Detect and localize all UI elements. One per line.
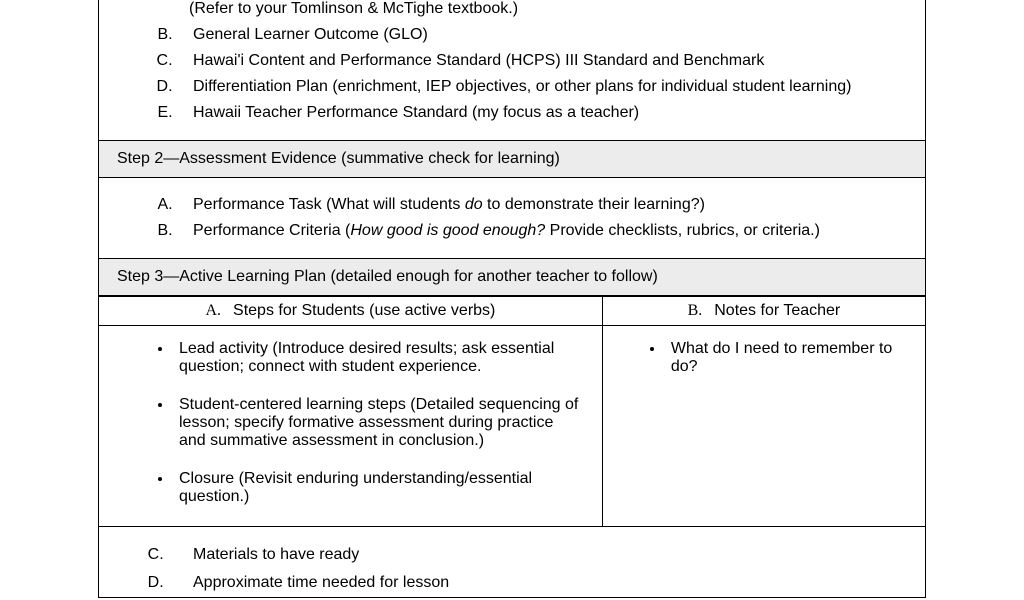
step2-a-prefix: Performance Task (What will students — [193, 196, 465, 213]
bullet-lead-activity: Lead activity (Introduce desired results… — [173, 340, 582, 396]
step2-list: Performance Task (What will students do … — [117, 192, 907, 244]
step3-item-c: Materials to have ready — [177, 541, 907, 569]
step3-columns-body: Lead activity (Introduce desired results… — [99, 326, 925, 527]
step1-body: (Refer to your Tomlinson & McTighe textb… — [99, 0, 925, 140]
step3-header: Step 3—Active Learning Plan (detailed en… — [99, 258, 925, 296]
step2-b-suffix: Provide checklists, rubrics, or criteria… — [545, 222, 820, 239]
step2-b-prefix: Performance Criteria ( — [193, 222, 350, 239]
step2-b-italic: How good is good enough? — [350, 222, 545, 239]
step3-teacher-notes: What do I need to remember to do? — [603, 326, 925, 526]
step3-item-d: Approximate time needed for lesson — [177, 569, 907, 597]
step3-col-b-header: B. Notes for Teacher — [603, 297, 925, 326]
step2-a-italic: do — [465, 196, 483, 213]
step2-header: Step 2—Assessment Evidence (summative ch… — [99, 140, 925, 178]
col-b-letter: B. — [688, 302, 703, 319]
teacher-bullets: What do I need to remember to do? — [621, 340, 907, 376]
step3-column-headers: A.Steps for Students (use active verbs) … — [99, 296, 925, 326]
step1-list: General Learner Outcome (GLO) Hawai'i Co… — [117, 22, 907, 126]
step3-bottom-list: Materials to have ready Approximate time… — [117, 541, 907, 597]
step2-item-a: Performance Task (What will students do … — [177, 192, 907, 218]
step1-item-c: Hawai'i Content and Performance Standard… — [177, 48, 907, 74]
step2-item-b: Performance Criteria (How good is good e… — [177, 218, 907, 244]
col-b-text: Notes for Teacher — [714, 302, 840, 319]
step2-body: Performance Task (What will students do … — [99, 178, 925, 258]
step3-col-a-header: A. Steps for Students (use active verbs) — [99, 297, 603, 326]
col-a-letter: A. — [205, 302, 221, 319]
step1-note: (Refer to your Tomlinson & McTighe textb… — [189, 0, 907, 18]
bullet-student-centered: Student-centered learning steps (Detaile… — [173, 396, 582, 470]
step3-bottom: Materials to have ready Approximate time… — [99, 527, 925, 597]
step2-a-suffix: to demonstrate their learning?) — [483, 196, 705, 213]
step1-item-e: Hawaii Teacher Performance Standard (my … — [177, 100, 907, 126]
students-bullets: Lead activity (Introduce desired results… — [119, 340, 582, 512]
step1-item-b: General Learner Outcome (GLO) — [177, 22, 907, 48]
bullet-closure: Closure (Revisit enduring understanding/… — [173, 470, 582, 512]
step1-item-d: Differentiation Plan (enrichment, IEP ob… — [177, 74, 907, 100]
col-a-text: Steps for Students (use active verbs) — [233, 302, 495, 319]
lesson-plan-table: (Refer to your Tomlinson & McTighe textb… — [98, 0, 926, 598]
step3-students-steps: Lead activity (Introduce desired results… — [99, 326, 603, 526]
bullet-remember: What do I need to remember to do? — [665, 340, 907, 376]
